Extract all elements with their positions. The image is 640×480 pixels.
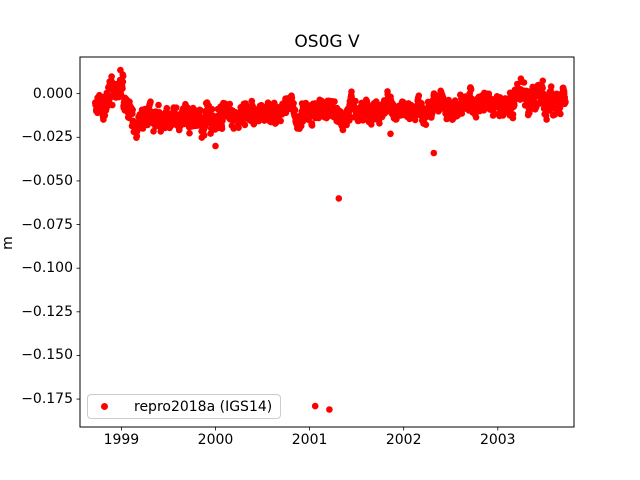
x-tick-label: 2003	[479, 432, 516, 448]
legend-label: repro2018a (IGS14)	[134, 398, 273, 415]
legend-marker-icon	[101, 403, 108, 410]
x-tick-label: 2001	[291, 432, 328, 448]
legend: repro2018a (IGS14)	[87, 394, 281, 419]
y-tick-label: −0.175	[21, 391, 73, 408]
y-tick-label: −0.025	[21, 129, 73, 146]
x-tick-label: 1999	[103, 432, 140, 448]
x-tick-label: 2000	[197, 432, 234, 448]
y-tick-label: −0.100	[21, 260, 73, 277]
x-tick-label: 2002	[385, 432, 422, 448]
y-tick-label: 0.000	[32, 85, 73, 102]
chart-title: OS0G V	[294, 32, 360, 52]
y-tick-label: −0.125	[21, 303, 73, 320]
y-tick-label: −0.150	[21, 347, 73, 364]
y-tick-label: −0.075	[21, 216, 73, 233]
y-tick-label: −0.050	[21, 172, 73, 189]
